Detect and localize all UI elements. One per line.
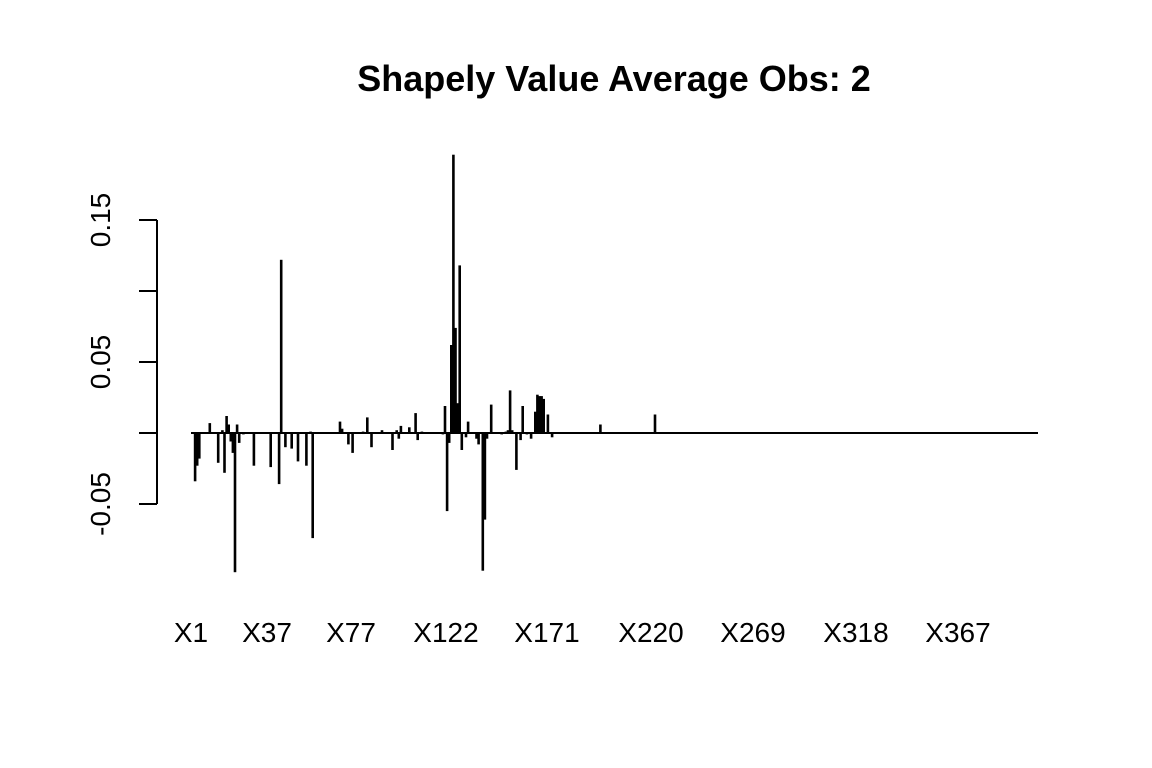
bar <box>231 433 235 453</box>
bar <box>311 433 314 539</box>
x-tick-label: X122 <box>413 617 478 648</box>
bar <box>397 433 401 439</box>
bar <box>408 427 411 433</box>
bar <box>525 433 529 435</box>
bar <box>227 424 230 433</box>
bar <box>420 431 424 433</box>
bar <box>233 433 237 573</box>
bar <box>466 421 470 433</box>
bar <box>534 411 537 433</box>
bar <box>458 265 461 433</box>
bar <box>483 433 487 520</box>
bar <box>546 414 550 433</box>
bar <box>237 433 241 443</box>
bar <box>305 433 308 466</box>
bar <box>475 433 478 439</box>
bar <box>599 424 602 433</box>
x-tick-label: X1 <box>174 617 208 648</box>
bar <box>221 430 224 433</box>
bar <box>380 430 384 433</box>
bar <box>504 431 508 433</box>
bar <box>538 396 541 433</box>
bar <box>481 433 485 571</box>
bar <box>489 404 493 433</box>
bar <box>366 417 369 433</box>
bar <box>485 433 489 439</box>
bar <box>447 433 451 443</box>
bar <box>416 433 419 441</box>
bar <box>441 433 445 435</box>
y-axis: -0.05 0.05 0.15 <box>85 193 158 536</box>
bar <box>536 394 539 433</box>
bar <box>460 433 464 450</box>
bar <box>550 433 554 438</box>
bar <box>452 154 455 433</box>
bar <box>198 433 201 459</box>
x-tick-label: X77 <box>326 617 376 648</box>
bar <box>242 433 245 435</box>
bar <box>540 396 543 433</box>
bar <box>277 433 281 485</box>
bar <box>347 433 350 445</box>
bar <box>443 406 447 433</box>
bar <box>391 433 394 450</box>
bar <box>195 433 199 466</box>
bar <box>235 424 239 433</box>
bar <box>450 345 453 433</box>
bar <box>269 433 272 468</box>
bar <box>284 433 287 448</box>
bar <box>500 433 503 435</box>
bar <box>477 433 480 445</box>
bar <box>464 433 468 438</box>
bar <box>351 433 354 453</box>
y-tick-label: 0.05 <box>85 335 116 390</box>
bar <box>279 259 283 433</box>
bar <box>454 327 457 433</box>
bar <box>445 433 449 512</box>
bar <box>229 433 233 442</box>
bar <box>508 390 512 433</box>
bar <box>456 403 459 433</box>
bar <box>653 414 657 433</box>
bar <box>395 430 398 433</box>
x-tick-label: X220 <box>618 617 683 648</box>
bar <box>521 406 524 433</box>
x-tick-label: X37 <box>242 617 292 648</box>
y-tick-label: 0.15 <box>85 193 116 248</box>
bar <box>296 433 300 462</box>
x-tick-label: X269 <box>720 617 785 648</box>
x-tick-labels: X1 X37 X77 X122 X171 X220 X269 X318 X367 <box>174 617 991 648</box>
x-tick-label: X318 <box>823 617 888 648</box>
bar <box>529 433 533 439</box>
y-tick-label: -0.05 <box>85 472 116 536</box>
bar <box>223 433 226 473</box>
bar <box>216 433 220 463</box>
bar <box>506 430 510 433</box>
bar <box>208 423 212 433</box>
bar <box>290 433 293 449</box>
x-tick-label: X367 <box>925 617 990 648</box>
bar <box>193 433 197 482</box>
bar <box>338 421 342 433</box>
bar <box>370 433 373 448</box>
bar-series <box>193 154 657 573</box>
bar <box>542 398 545 433</box>
bar <box>510 430 514 433</box>
bar <box>399 425 403 433</box>
bar <box>519 433 522 441</box>
bar <box>515 433 518 470</box>
chart-title: Shapely Value Average Obs: 2 <box>357 58 871 99</box>
x-tick-label: X171 <box>514 617 579 648</box>
bar <box>414 413 417 433</box>
bar <box>309 431 312 433</box>
bar <box>252 433 256 466</box>
bar <box>340 428 344 433</box>
bar <box>361 431 365 433</box>
bar <box>225 416 228 433</box>
